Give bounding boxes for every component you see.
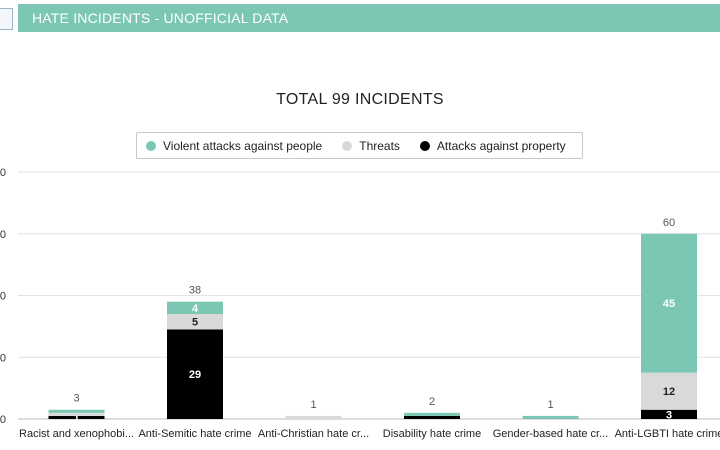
y-tick-label: 40 bbox=[0, 291, 6, 303]
y-tick-label: 20 bbox=[0, 352, 6, 364]
x-tick-label: Gender-based hate cr... bbox=[493, 428, 609, 440]
legend-label-violent: Violent attacks against people bbox=[163, 138, 323, 153]
x-tick-label: Anti-Semitic hate crime bbox=[138, 428, 251, 440]
y-tick-label: 0 bbox=[0, 414, 6, 426]
bar-segment bbox=[48, 409, 105, 413]
x-tick-label: Disability hate crime bbox=[383, 428, 481, 440]
total-label: 1 bbox=[310, 399, 316, 411]
bar-segment bbox=[167, 301, 223, 315]
data-label: 5 bbox=[192, 317, 198, 329]
total-label: 3 bbox=[73, 393, 79, 405]
legend-label-threats: Threats bbox=[359, 138, 400, 153]
bar-segment bbox=[641, 233, 697, 373]
data-label: 12 bbox=[663, 386, 675, 398]
y-tick-label: 80 bbox=[0, 167, 6, 179]
data-label: 4 bbox=[192, 303, 199, 315]
x-tick-label: Racist and xenophobi... bbox=[19, 428, 134, 440]
legend-item-violent[interactable]: Violent attacks against people bbox=[146, 139, 322, 153]
total-label: 38 bbox=[189, 285, 201, 297]
bar-segment bbox=[48, 415, 105, 419]
legend-item-threats[interactable]: Threats bbox=[342, 139, 400, 153]
x-tick-label: Anti-Christian hate cr... bbox=[258, 428, 369, 440]
chart-title: TOTAL 99 INCIDENTS bbox=[276, 91, 444, 108]
total-label: 1 bbox=[547, 399, 553, 411]
bar-segment bbox=[641, 372, 697, 410]
bar-segment bbox=[167, 314, 223, 330]
chart-legend: Violent attacks against people Threats A… bbox=[136, 132, 583, 159]
data-label: 3 bbox=[666, 409, 672, 421]
bar-segment bbox=[404, 412, 460, 416]
y-tick-label: 60 bbox=[0, 229, 6, 241]
bar-segment bbox=[522, 415, 579, 419]
x-tick-label: Anti-LGBTI hate crime bbox=[615, 428, 720, 440]
data-label: 29 bbox=[189, 369, 201, 381]
legend-label-property: Attacks against property bbox=[436, 138, 566, 153]
legend-item-property[interactable]: Attacks against property bbox=[419, 138, 566, 153]
bar-segment bbox=[48, 412, 105, 416]
bar-segment bbox=[641, 409, 697, 419]
total-label: 60 bbox=[663, 217, 675, 229]
data-label: 45 bbox=[663, 298, 675, 310]
bar-segment bbox=[167, 329, 223, 419]
bar-segment bbox=[404, 415, 460, 419]
legend-swatch-violent bbox=[146, 140, 156, 151]
data-label: 1 bbox=[73, 412, 79, 424]
section-header: HATE INCIDENTS - UNOFFICIAL DATA bbox=[18, 4, 720, 32]
section-header-title: HATE INCIDENTS - UNOFFICIAL DATA bbox=[32, 10, 289, 26]
legend-swatch-threats bbox=[342, 140, 353, 151]
total-label: 2 bbox=[429, 396, 435, 408]
legend-swatch-property bbox=[419, 140, 430, 151]
bar-segment bbox=[285, 415, 342, 419]
top-left-control[interactable] bbox=[0, 8, 13, 30]
